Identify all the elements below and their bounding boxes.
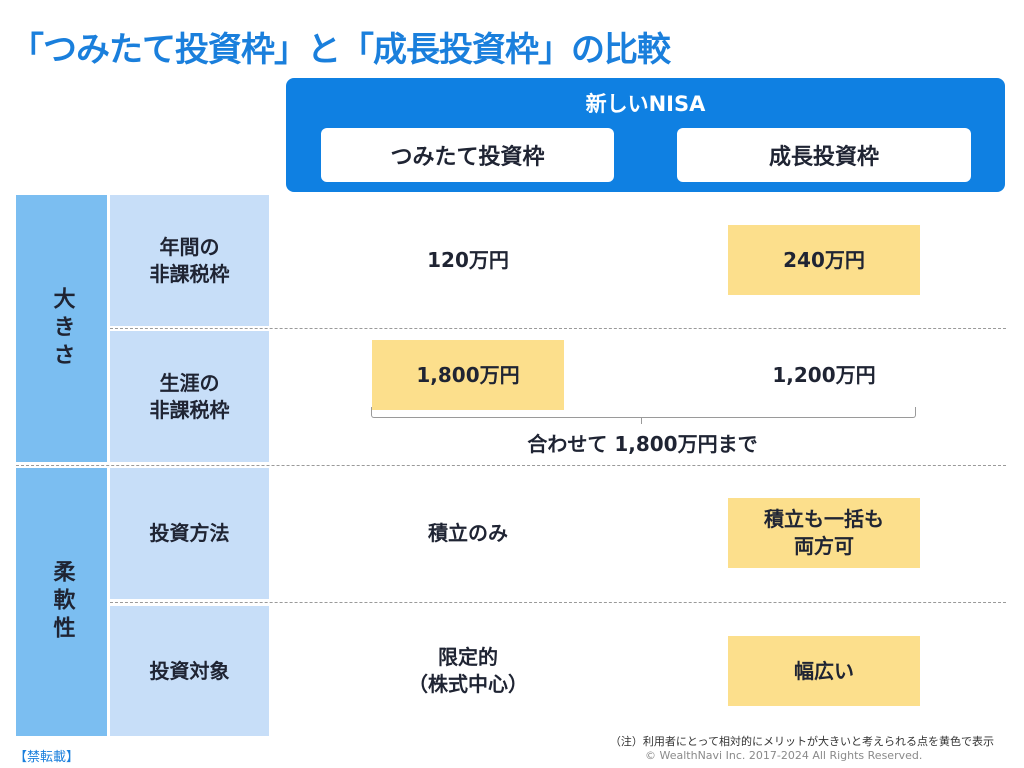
category-flexibility: 柔軟性: [16, 468, 107, 736]
no-reprint-label: 【禁転載】: [14, 750, 80, 765]
category-size: 大きさ: [16, 195, 107, 462]
category-divider: [16, 465, 1006, 466]
column-header-tsumitate: つみたて投資枠: [321, 128, 614, 182]
method-tsumitate-value: 積立のみ: [428, 520, 508, 545]
page-title: 「つみたて投資枠」と「成長投資枠」の比較: [10, 30, 671, 70]
annual-tsumitate-value: 120万円: [427, 247, 509, 272]
combined-brace-tick: [641, 417, 642, 424]
row-label-annual-limit: 年間の 非課税枠: [110, 195, 269, 326]
lifetime-seicho-value: 1,200万円: [772, 362, 876, 387]
column-header-seicho: 成長投資枠: [677, 128, 971, 182]
footnote: （注）利用者にとって相対的にメリットが大きいと考えられる点を黄色で表示: [609, 735, 994, 748]
row-divider: [110, 602, 1006, 603]
combined-limit-note: 合わせて 1,800万円まで: [527, 432, 758, 456]
row-label-lifetime-limit: 生涯の 非課税枠: [110, 331, 269, 462]
row-label-investment-method: 投資方法: [110, 468, 269, 599]
row-label-investment-target: 投資対象: [110, 606, 269, 736]
method-seicho-value: 積立も一括も 両方可: [728, 498, 920, 568]
combined-brace: [371, 407, 916, 418]
target-seicho-value: 幅広い: [728, 636, 920, 706]
new-nisa-header: 新しいNISA つみたて投資枠 成長投資枠: [286, 78, 1005, 192]
lifetime-tsumitate-value: 1,800万円: [372, 340, 564, 410]
copyright: © WealthNavi Inc. 2017-2024 All Rights R…: [645, 749, 923, 762]
row-divider: [110, 328, 1006, 329]
target-tsumitate-value: 限定的 （株式中心）: [408, 645, 528, 696]
new-nisa-label: 新しいNISA: [585, 92, 706, 116]
annual-seicho-value: 240万円: [728, 225, 920, 295]
